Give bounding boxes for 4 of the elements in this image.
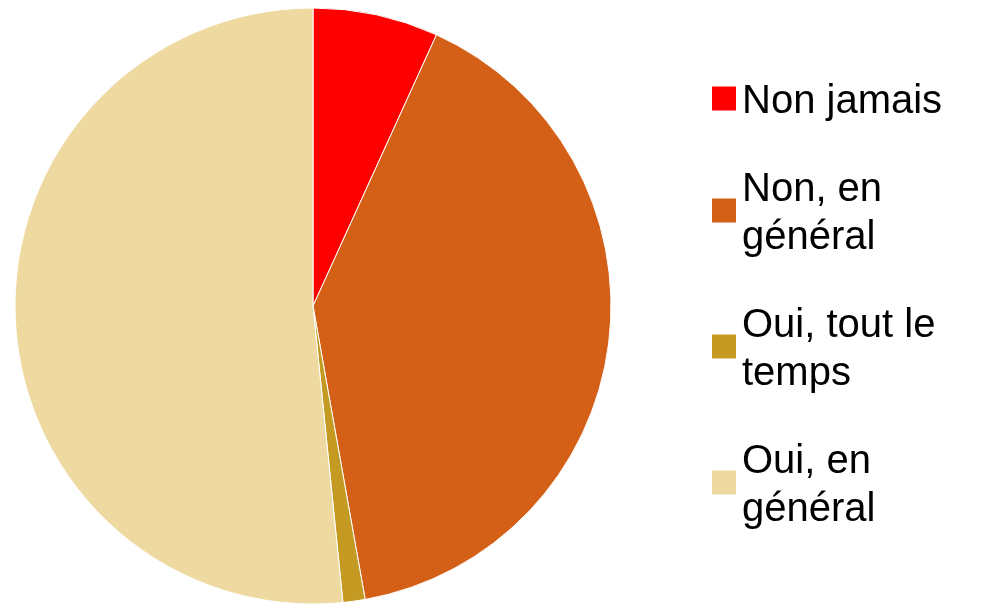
legend-label: Non jamais [742,76,943,121]
legend-label: Oui, en général [742,436,883,529]
legend-label: Non, en général [742,164,894,257]
legend-label: Oui, tout le temps [742,300,947,393]
